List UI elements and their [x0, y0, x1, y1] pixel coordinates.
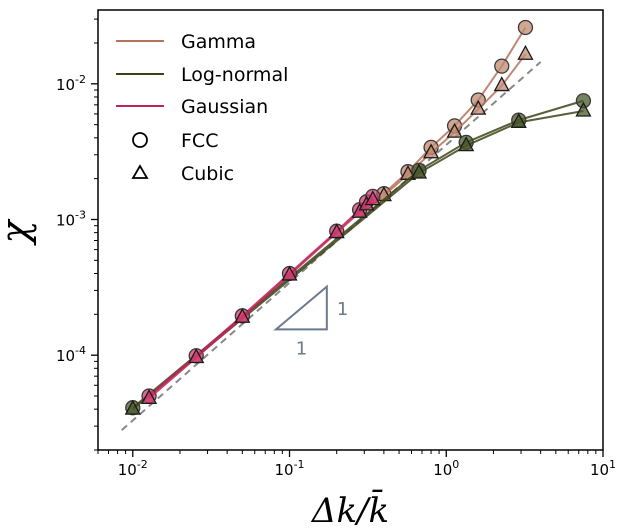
x-tick-label: 101: [590, 458, 616, 479]
series-layer: [124, 19, 592, 416]
legend-label-gamma: Gamma: [181, 31, 256, 53]
data-point-log-normal-triangle: [575, 101, 592, 117]
legend-item-gamma: Gamma: [116, 31, 256, 53]
series-gaussian-triangle: [140, 190, 381, 405]
legend-circle-marker: [132, 132, 148, 148]
y-tick-label: 10-3: [56, 208, 86, 229]
x-tick-label: 10-2: [118, 458, 148, 479]
data-point-gamma-circle: [494, 58, 510, 74]
legend-item-fcc: FCC: [132, 130, 218, 152]
x-tick-label: 10-1: [274, 458, 304, 479]
data-point-gaussian-triangle: [364, 190, 381, 206]
legend-item-gaussian: Gaussian: [116, 96, 268, 118]
data-point-gaussian-triangle: [351, 202, 368, 218]
x-axis-label: Δk/k̄: [310, 489, 389, 531]
plot-frame: [97, 9, 604, 451]
data-point-log-normal-triangle: [458, 136, 475, 152]
data-point-gaussian-triangle: [140, 388, 158, 405]
legend-label-fcc: FCC: [181, 130, 218, 152]
legend-label-log-normal: Log-normal: [181, 64, 288, 86]
data-point-gaussian-triangle: [234, 307, 251, 323]
slope-run-label: 1: [296, 338, 307, 359]
tick-layer: 10-2 10-1 100 101 10-4 10-3 10-2: [56, 18, 616, 479]
data-point-gamma-triangle: [470, 99, 487, 115]
legend-item-log-normal: Log-normal: [116, 64, 288, 86]
y-tick-label: 10-2: [56, 73, 86, 94]
data-point-gamma-triangle: [493, 76, 510, 92]
data-point-gaussian-triangle: [188, 348, 205, 364]
data-point-gamma-triangle: [517, 44, 534, 60]
data-point-log-normal-triangle: [124, 399, 141, 415]
slope-rise-label: 1: [337, 299, 348, 320]
series-line-log-normal-triangle: [132, 110, 584, 410]
data-point-log-normal-triangle: [510, 112, 527, 128]
series-log-normal-triangle: [124, 101, 592, 415]
x-tick-label: 100: [433, 458, 459, 479]
legend-label-gaussian: Gaussian: [181, 96, 268, 118]
slope-triangle-layer: 11: [273, 284, 348, 359]
data-point-gaussian-triangle: [328, 223, 345, 239]
data-point-gamma-triangle: [446, 122, 463, 138]
y-axis-label: χ: [0, 219, 37, 247]
series-gamma-circle: [376, 19, 534, 202]
legend: Gamma Log-normal Gaussian FCC Cubic: [116, 31, 288, 185]
legend-label-cubic: Cubic: [181, 163, 234, 185]
data-point-gamma-circle: [517, 19, 534, 36]
slope-triangle: [273, 284, 328, 331]
series-gaussian-circle: [141, 188, 381, 404]
data-point-log-normal-triangle: [410, 163, 428, 179]
y-tick-label: 10-4: [56, 344, 86, 365]
legend-item-cubic: Cubic: [131, 163, 234, 185]
data-point-gamma-triangle: [422, 143, 440, 159]
legend-triangle-marker: [131, 164, 149, 179]
data-point-gaussian-triangle: [281, 265, 298, 281]
